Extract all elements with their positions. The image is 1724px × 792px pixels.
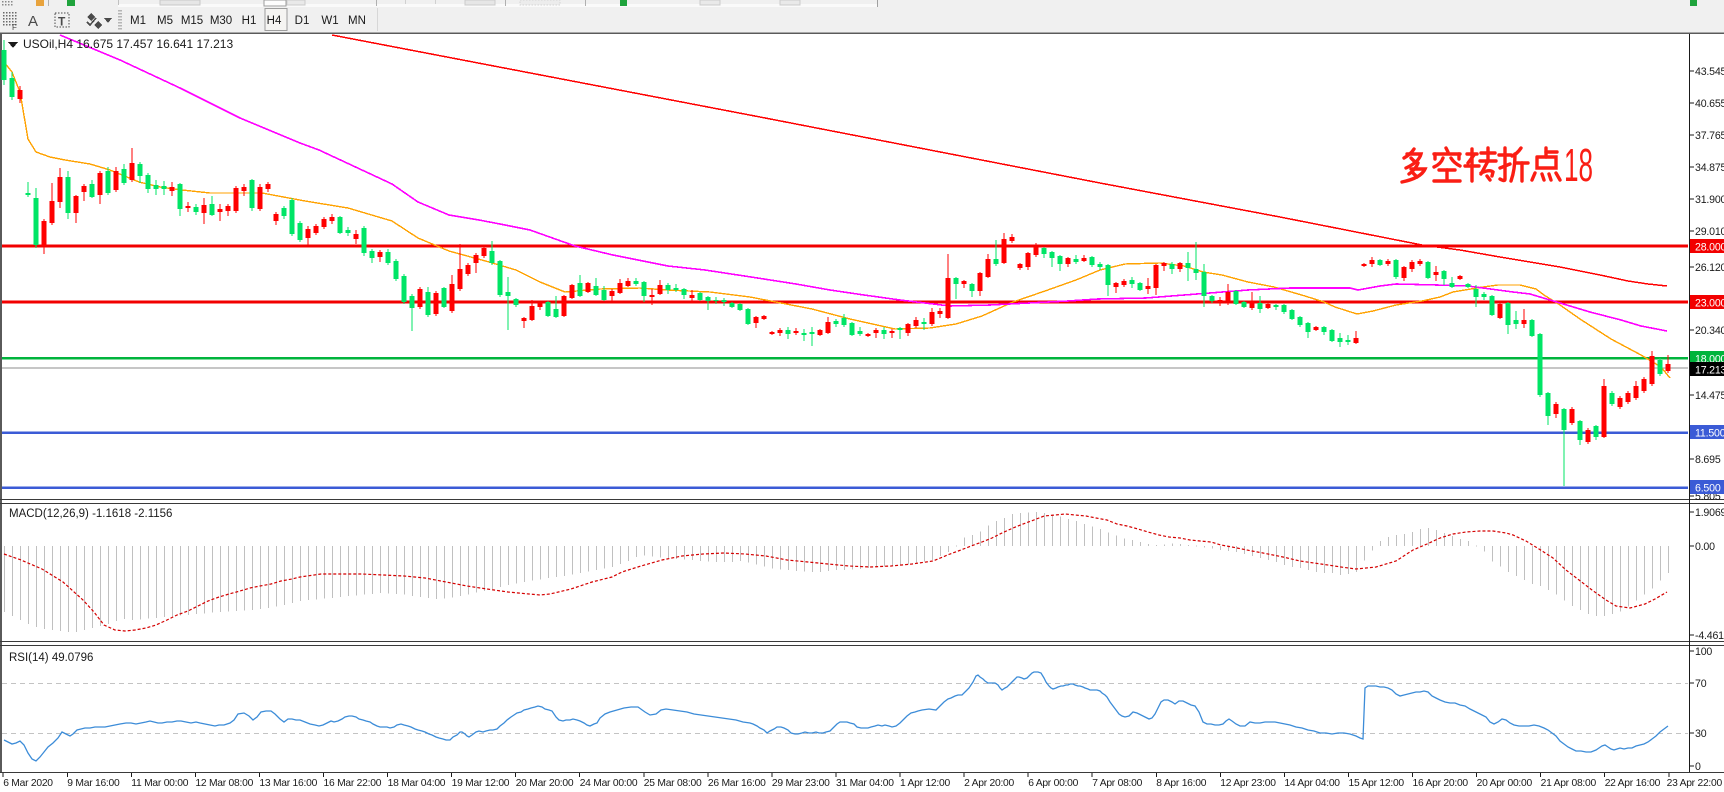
svg-text:M30: M30: [210, 15, 232, 27]
svg-text:20 Apr 00:00: 20 Apr 00:00: [1477, 778, 1533, 789]
svg-text:37.765: 37.765: [1695, 130, 1724, 142]
svg-text:H4: H4: [267, 15, 282, 27]
svg-text:7 Apr 08:00: 7 Apr 08:00: [1092, 778, 1142, 789]
svg-text:W1: W1: [321, 15, 338, 27]
svg-text:22 Apr 16:00: 22 Apr 16:00: [1605, 778, 1661, 789]
svg-text:31 Mar 04:00: 31 Mar 04:00: [836, 778, 894, 789]
svg-text:11.500: 11.500: [1695, 428, 1724, 440]
svg-text:A: A: [28, 13, 38, 30]
svg-text:2 Apr 20:00: 2 Apr 20:00: [964, 778, 1014, 789]
svg-text:11 Mar 00:00: 11 Mar 00:00: [131, 778, 188, 789]
svg-text:T: T: [58, 15, 66, 29]
svg-text:43.545: 43.545: [1695, 66, 1724, 78]
svg-text:100: 100: [1695, 646, 1712, 658]
svg-text:31.900: 31.900: [1695, 194, 1724, 206]
svg-text:19 Mar 12:00: 19 Mar 12:00: [452, 778, 510, 789]
svg-text:14.475: 14.475: [1695, 390, 1724, 402]
svg-text:6 Mar 2020: 6 Mar 2020: [3, 778, 53, 789]
svg-text:14 Apr 04:00: 14 Apr 04:00: [1284, 778, 1340, 789]
svg-text:MACD(12,26,9) -1.1618 -2.1156: MACD(12,26,9) -1.1618 -2.1156: [9, 508, 172, 520]
svg-text:6 Apr 00:00: 6 Apr 00:00: [1028, 778, 1078, 789]
svg-text:M5: M5: [157, 15, 173, 27]
svg-text:23 Apr 22:00: 23 Apr 22:00: [1667, 778, 1723, 789]
svg-text:24 Mar 00:00: 24 Mar 00:00: [580, 778, 638, 789]
svg-text:13 Mar 16:00: 13 Mar 16:00: [259, 778, 317, 789]
svg-text:M1: M1: [130, 15, 146, 27]
svg-text:18: 18: [1564, 139, 1593, 191]
svg-text:1 Apr 12:00: 1 Apr 12:00: [900, 778, 950, 789]
svg-text:70: 70: [1695, 678, 1707, 690]
svg-text:H1: H1: [242, 15, 257, 27]
svg-text:0.00: 0.00: [1695, 541, 1715, 553]
svg-text:8 Apr 16:00: 8 Apr 16:00: [1156, 778, 1206, 789]
svg-text:8.695: 8.695: [1695, 454, 1721, 466]
svg-text:12 Apr 23:00: 12 Apr 23:00: [1220, 778, 1276, 789]
svg-text:30: 30: [1695, 728, 1707, 740]
svg-text:18 Mar 04:00: 18 Mar 04:00: [388, 778, 446, 789]
svg-text:1.9069: 1.9069: [1695, 507, 1724, 519]
svg-text:29.010: 29.010: [1695, 226, 1724, 238]
svg-text:40.655: 40.655: [1695, 98, 1724, 110]
svg-text:29 Mar 23:00: 29 Mar 23:00: [772, 778, 830, 789]
svg-text:9 Mar 16:00: 9 Mar 16:00: [67, 778, 120, 789]
svg-text:RSI(14) 49.0796: RSI(14) 49.0796: [9, 652, 93, 664]
svg-text:16 Apr 20:00: 16 Apr 20:00: [1413, 778, 1469, 789]
svg-text:26.120: 26.120: [1695, 262, 1724, 274]
svg-text:6.500: 6.500: [1695, 483, 1721, 495]
svg-text:D1: D1: [295, 15, 310, 27]
svg-text:28.000: 28.000: [1695, 242, 1724, 254]
svg-text:15 Apr 12:00: 15 Apr 12:00: [1349, 778, 1405, 789]
svg-text:21 Apr 08:00: 21 Apr 08:00: [1541, 778, 1597, 789]
svg-text:-4.4614: -4.4614: [1695, 630, 1724, 642]
svg-text:F: F: [12, 23, 17, 32]
svg-text:USOil,H4 16.675 17.457 16.641: USOil,H4 16.675 17.457 16.641 17.213: [23, 37, 233, 51]
svg-text:12 Mar 08:00: 12 Mar 08:00: [195, 778, 253, 789]
svg-text:23.000: 23.000: [1695, 298, 1724, 310]
svg-text:25 Mar 08:00: 25 Mar 08:00: [644, 778, 702, 789]
svg-text:16 Mar 22:00: 16 Mar 22:00: [324, 778, 382, 789]
svg-text:MN: MN: [348, 15, 366, 27]
svg-text:34.875: 34.875: [1695, 162, 1724, 174]
svg-text:20 Mar 20:00: 20 Mar 20:00: [516, 778, 574, 789]
svg-text:26 Mar 16:00: 26 Mar 16:00: [708, 778, 766, 789]
svg-text:0: 0: [1695, 761, 1701, 773]
svg-text:M15: M15: [181, 15, 203, 27]
svg-text:17.213: 17.213: [1695, 365, 1724, 377]
svg-text:20.340: 20.340: [1695, 325, 1724, 337]
